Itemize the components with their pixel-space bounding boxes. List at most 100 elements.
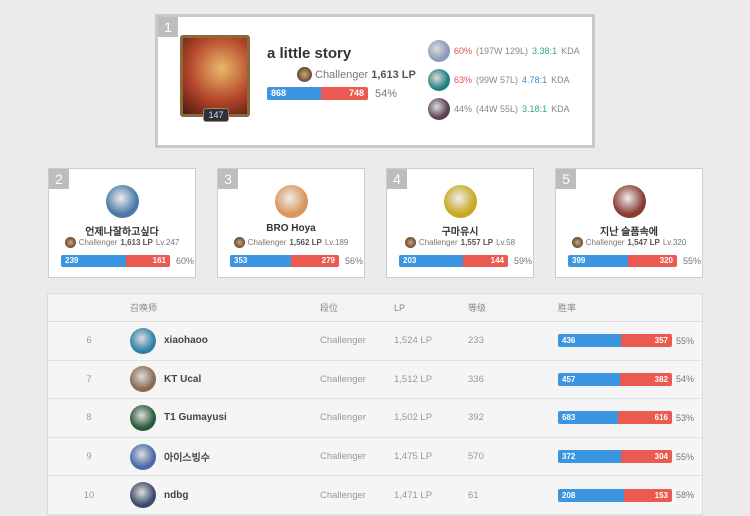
winloss-bar: 372 304 <box>558 450 672 464</box>
wins: 683 <box>558 411 618 425</box>
challenger-emblem-icon <box>297 67 312 82</box>
profile-icon <box>130 327 156 354</box>
rank-badge: 3 <box>218 169 238 189</box>
summoner-name[interactable]: KT Ucal <box>164 373 202 385</box>
most-champion[interactable]: 63% (99W 57L) 4.78:1 KDA <box>428 69 570 91</box>
tier: Challenger <box>320 335 366 347</box>
winrate: 53% <box>676 412 695 423</box>
winloss-bar: 868 748 <box>267 87 368 100</box>
most-champion[interactable]: 60% (197W 129L) 3.38:1 KDA <box>428 40 580 62</box>
champ-winrate: 63% <box>454 75 473 85</box>
table-row[interactable]: 6 xiaohaoo Challenger 1,524 LP 233 436 35… <box>48 322 702 361</box>
winloss-bar: 683 616 <box>558 411 672 425</box>
lp-value: 1,613 LP <box>371 68 416 81</box>
summoner-name[interactable]: ndbg <box>164 489 189 501</box>
winrate: 54% <box>676 374 695 385</box>
most-champion[interactable]: 44% (44W 55L) 3.18:1 KDA <box>428 98 570 120</box>
player-card[interactable]: 3 BRO Hoya Challenger 1,562 LP Lv.189 353… <box>217 168 365 278</box>
lp-value: 1,547 LP <box>627 238 660 247</box>
table-header: 召唤师 段位 LP 等级 胜率 <box>48 294 702 322</box>
summoner-name[interactable]: 구마유시 <box>441 227 479 238</box>
challenger-emblem-icon <box>233 237 245 248</box>
wins: 436 <box>558 334 621 348</box>
top-player-card[interactable]: 1 147 a little story Challenger 1,613 LP… <box>155 14 595 148</box>
losses: 153 <box>623 488 672 502</box>
wins: 457 <box>558 372 621 386</box>
champ-winrate: 60% <box>454 46 473 56</box>
profile-icon <box>106 185 139 218</box>
summoner-name[interactable]: 언제나잘하고싶다 <box>85 227 159 238</box>
level: Lv.320 <box>662 238 687 247</box>
wins: 203 <box>399 255 463 267</box>
level: Lv.189 <box>324 238 349 247</box>
winrate: 59% <box>514 256 533 266</box>
player-card[interactable]: 4 구마유시 Challenger 1,557 LP Lv.58 203 144 5… <box>386 168 534 278</box>
champ-winrate: 44% <box>454 104 473 114</box>
losses: 382 <box>620 372 672 386</box>
champion-icon <box>428 40 450 62</box>
tier: Challenger <box>320 451 366 463</box>
tier-info: Challenger 1,613 LP <box>297 67 416 82</box>
champ-record: (99W 57L) <box>476 75 519 85</box>
rank: 8 <box>86 412 92 424</box>
winloss-bar: 457 382 <box>558 372 672 386</box>
tier-label: Challenger <box>78 238 118 247</box>
rank: 9 <box>86 451 92 463</box>
table-row[interactable]: 9 아이스빙수 Challenger 1,475 LP 570 372 304 55… <box>48 438 702 477</box>
winloss-bar: 399 320 <box>568 255 677 267</box>
tier-info: Challenger 1,613 LP Lv.247 <box>49 237 195 248</box>
tier-label: Challenger <box>315 68 369 81</box>
rank-badge: 2 <box>49 169 69 189</box>
wins: 399 <box>568 255 629 267</box>
lp: 1,475 LP <box>394 451 433 463</box>
summoner-name[interactable]: a little story <box>267 45 352 62</box>
lp-value: 1,562 LP <box>289 238 322 247</box>
tier-label: Challenger <box>585 238 625 247</box>
losses: 748 <box>321 87 368 100</box>
rank-badge: 1 <box>158 17 178 37</box>
player-card[interactable]: 2 언제나잘하고싶다 Challenger 1,613 LP Lv.247 239… <box>48 168 196 278</box>
losses: 616 <box>617 411 672 425</box>
kda-label: KDA <box>561 46 580 56</box>
champ-kda: 4.78:1 <box>522 75 548 85</box>
rank: 7 <box>86 373 92 385</box>
rank: 10 <box>83 489 95 501</box>
challenger-emblem-icon <box>571 237 583 248</box>
lp-value: 1,613 LP <box>120 238 153 247</box>
champion-icon <box>428 98 450 120</box>
winrate: 56% <box>345 256 364 266</box>
rank: 6 <box>86 335 92 347</box>
champ-kda: 3.38:1 <box>532 46 558 56</box>
winloss-bar: 353 279 <box>230 255 339 267</box>
tier-label: Challenger <box>418 238 458 247</box>
level-badge: 147 <box>203 108 229 122</box>
losses: 357 <box>620 334 672 348</box>
wins: 353 <box>230 255 291 267</box>
summoner-name[interactable]: 아이스빙수 <box>164 453 210 465</box>
player-card[interactable]: 5 지난 슬픔속에 Challenger 1,547 LP Lv.320 399 3… <box>555 168 703 278</box>
level: Lv.58 <box>496 238 516 247</box>
winrate: 55% <box>683 256 702 266</box>
col-lp: LP <box>394 302 406 313</box>
kda-label: KDA <box>551 104 570 114</box>
challenger-emblem-icon <box>404 237 416 248</box>
profile-icon <box>130 366 156 393</box>
losses: 304 <box>620 450 672 464</box>
lp: 1,512 LP <box>394 373 433 385</box>
profile-icon <box>130 482 156 509</box>
winrate: 55% <box>676 335 695 346</box>
rank-badge: 5 <box>556 169 576 189</box>
tier: Challenger <box>320 373 366 385</box>
summoner-name[interactable]: T1 Gumayusi <box>164 412 227 424</box>
summoner-name[interactable]: 지난 슬픔속에 <box>600 227 658 238</box>
summoner-name[interactable]: BRO Hoya <box>266 223 316 234</box>
table-row[interactable]: 10 ndbg Challenger 1,471 LP 61 208 153 58% <box>48 476 702 515</box>
table-row[interactable]: 7 KT Ucal Challenger 1,512 LP 336 457 382… <box>48 361 702 400</box>
level: 233 <box>468 335 484 347</box>
ranking-table: 召唤师 段位 LP 等级 胜率 6 xiaohaoo Challenger 1,… <box>47 293 703 516</box>
summoner-name[interactable]: xiaohaoo <box>164 335 208 347</box>
winloss-bar: 203 144 <box>399 255 508 267</box>
lp: 1,524 LP <box>394 335 433 347</box>
champion-icon <box>428 69 450 91</box>
table-row[interactable]: 8 T1 Gumayusi Challenger 1,502 LP 392 68… <box>48 399 702 438</box>
